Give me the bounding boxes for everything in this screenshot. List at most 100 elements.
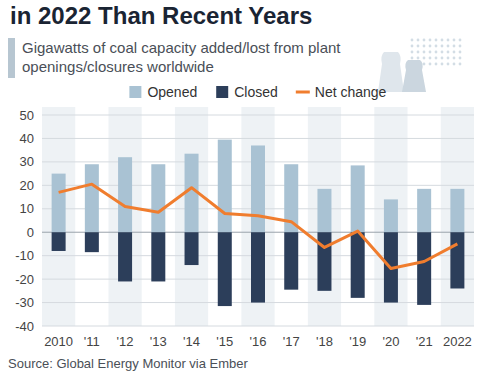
decor-dot	[441, 51, 444, 54]
bar	[351, 232, 365, 298]
decor-dot	[423, 57, 426, 60]
x-tick-label: '14	[183, 334, 200, 349]
bar	[151, 164, 165, 232]
band	[108, 107, 141, 326]
legend-swatch	[129, 86, 141, 98]
decor-dot	[429, 51, 432, 54]
decor-dot	[441, 63, 444, 66]
decor-dot	[447, 57, 450, 60]
marks	[52, 140, 465, 306]
legend-label: Opened	[147, 84, 197, 100]
bar	[450, 232, 464, 288]
decor-dot	[453, 57, 456, 60]
band	[42, 107, 75, 326]
decor-dot	[447, 51, 450, 54]
bar	[417, 189, 431, 232]
decor-dot	[411, 39, 414, 42]
decor-dot	[417, 39, 420, 42]
y-tick-label: 10	[20, 201, 34, 216]
decor-dot	[435, 63, 438, 66]
y-tick-label: 20	[20, 178, 34, 193]
grid-line	[42, 115, 474, 116]
decor-dot	[423, 63, 426, 66]
subtitle: Gigawatts of coal capacity added/lost fr…	[22, 39, 341, 75]
decor-dot	[453, 39, 456, 42]
bar	[251, 145, 265, 232]
decor-dot	[417, 57, 420, 60]
decor-dot	[411, 45, 414, 48]
legend-swatch	[216, 86, 228, 98]
bar	[185, 232, 199, 265]
decor-dot	[423, 51, 426, 54]
y-tick-label: 30	[20, 154, 34, 169]
net-line	[59, 184, 458, 268]
x-tick-label: '16	[250, 334, 267, 349]
decor-dot	[423, 39, 426, 42]
band	[374, 107, 407, 326]
decor-dot	[429, 63, 432, 66]
decor-dot	[441, 57, 444, 60]
bar	[218, 232, 232, 306]
decor-dot	[435, 57, 438, 60]
y-tick-label: 40	[20, 131, 34, 146]
y-tick-label: 50	[20, 108, 34, 123]
bar	[118, 157, 132, 232]
decor-dot	[459, 57, 462, 60]
y-tick-label: -10	[15, 248, 34, 263]
decor-dot	[459, 63, 462, 66]
decor-dot	[447, 45, 450, 48]
decor-tower	[402, 60, 426, 92]
decor-dot	[417, 51, 420, 54]
decor-dot	[429, 39, 432, 42]
decor-icon	[378, 39, 461, 92]
band	[308, 107, 341, 326]
x-tick-label: '12	[117, 334, 134, 349]
legend: OpenedClosedNet change	[129, 84, 386, 100]
legend-label: Closed	[234, 84, 278, 100]
x-tick-label: '11	[84, 334, 100, 349]
bar	[384, 199, 398, 232]
grid-line	[42, 138, 474, 139]
bar	[151, 232, 165, 281]
decor-dot	[435, 39, 438, 42]
decor-dot	[411, 57, 414, 60]
title: in 2022 Than Recent Years	[10, 2, 312, 29]
chart-svg: in 2022 Than Recent Years Gigawatts of co…	[0, 0, 480, 375]
decor-dot	[459, 39, 462, 42]
legend-swatch	[296, 91, 310, 94]
x-tick-label: '20	[382, 334, 399, 349]
decor-dot	[447, 63, 450, 66]
decor-dot	[435, 51, 438, 54]
decor-dot	[417, 45, 420, 48]
bar	[251, 232, 265, 302]
bar	[52, 174, 66, 233]
subtitle-line: Gigawatts of coal capacity added/lost fr…	[22, 39, 341, 56]
decor-dot	[435, 45, 438, 48]
x-tick-label: '15	[216, 334, 233, 349]
x-tick-label: '18	[316, 334, 333, 349]
y-tick-label: 0	[27, 225, 34, 240]
x-tick-label: '17	[283, 334, 300, 349]
x-tick-label: 2010	[44, 334, 73, 349]
legend-item: Closed	[216, 84, 278, 100]
x-tick-label: '21	[416, 334, 433, 349]
decor-dot	[447, 39, 450, 42]
bar	[317, 232, 331, 291]
decor-dot	[429, 45, 432, 48]
bar	[450, 189, 464, 232]
x-tick-label: '19	[349, 334, 366, 349]
decor-dot	[441, 45, 444, 48]
decor-dot	[459, 51, 462, 54]
bar	[118, 232, 132, 281]
bar	[85, 232, 99, 252]
decor-dot	[441, 39, 444, 42]
x-tick-label: '13	[150, 334, 167, 349]
decor-dot	[411, 51, 414, 54]
subtitle-line: openings/closures worldwide	[22, 58, 214, 75]
chart-root: in 2022 Than Recent Years Gigawatts of co…	[0, 0, 480, 375]
decor-dot	[453, 45, 456, 48]
decor-bar	[8, 38, 15, 78]
y-tick-label: -30	[15, 295, 34, 310]
grid-line	[42, 326, 474, 327]
bar	[284, 232, 298, 289]
